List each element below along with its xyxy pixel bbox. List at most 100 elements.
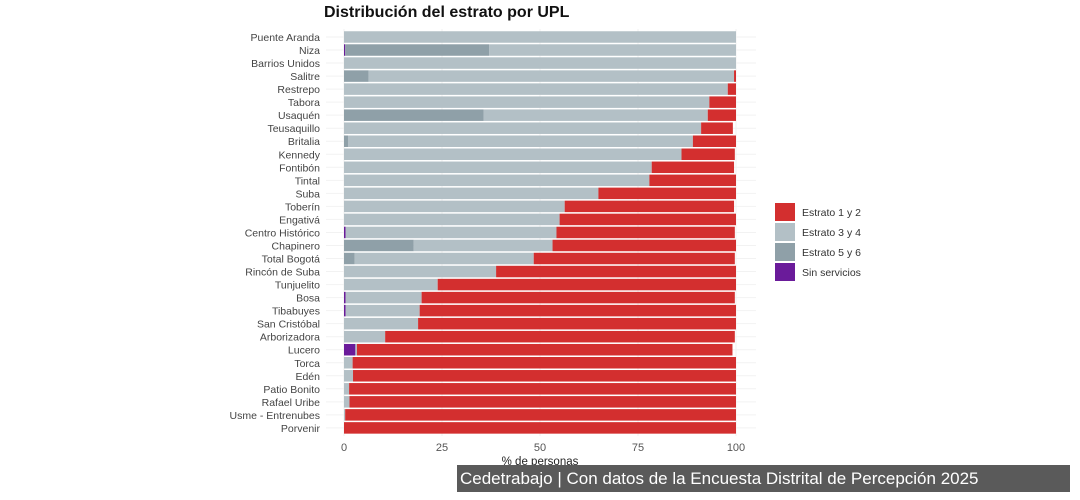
bar-segment-sin-servicios: [344, 291, 346, 304]
category-label: San Cristóbal: [257, 319, 320, 331]
bar-segment-estrato-3-y-4: [344, 161, 652, 174]
bar-segment-estrato-1-y-2: [651, 161, 735, 174]
legend-label: Estrato 1 y 2: [802, 207, 861, 219]
bar-segment-estrato-3-y-4: [345, 226, 557, 239]
category-label: Teusaquillo: [267, 123, 320, 135]
bar-segment-estrato-3-y-4: [344, 330, 386, 343]
legend-swatch: [775, 223, 795, 241]
bar-segment-sin-servicios: [344, 343, 356, 356]
category-label: Lucero: [288, 345, 320, 357]
bar-segment-estrato-3-y-4: [344, 213, 560, 226]
category-label: Rafael Uribe: [262, 397, 321, 409]
category-label: Usaquén: [278, 110, 320, 122]
bar-segment-estrato-3-y-4: [345, 291, 422, 304]
category-label: Fontibón: [279, 162, 320, 174]
bar-segment-estrato-3-y-4: [354, 252, 534, 265]
chart-title: Distribución del estrato por UPL: [324, 4, 570, 21]
category-label: Porvenir: [281, 423, 321, 435]
bar-segment-estrato-3-y-4: [344, 409, 346, 421]
bar-segment-estrato-1-y-2: [419, 304, 736, 317]
category-label: Usme - Entrenubes: [230, 410, 320, 422]
bar-segment-estrato-5-y-6: [345, 44, 490, 56]
category-label: Centro Histórico: [245, 227, 320, 239]
bar-segment-estrato-1-y-2: [385, 330, 735, 343]
legend-label: Estrato 3 y 4: [802, 227, 861, 239]
bar-segment-estrato-1-y-2: [681, 148, 735, 161]
category-label: Bosa: [296, 293, 320, 305]
bar-segment-estrato-1-y-2: [709, 96, 736, 108]
bar-segment-estrato-3-y-4: [344, 370, 354, 382]
bar-segment-estrato-1-y-2: [356, 343, 733, 356]
bar-segment-estrato-3-y-4: [368, 70, 735, 82]
bar-segment-sin-servicios: [344, 304, 346, 317]
category-label: Tabora: [288, 97, 320, 109]
x-tick-label: 100: [727, 442, 745, 454]
legend-label: Estrato 5 y 6: [802, 247, 861, 259]
bar-segment-estrato-1-y-2: [352, 357, 736, 369]
legend-swatch: [775, 243, 795, 261]
bar-segment-estrato-3-y-4: [345, 304, 420, 317]
category-label: Chapinero: [272, 240, 321, 252]
x-tick-label: 75: [632, 442, 644, 454]
bar-segment-estrato-3-y-4: [344, 83, 728, 95]
bar-segment-estrato-1-y-2: [692, 135, 736, 147]
bar-segment-estrato-1-y-2: [437, 278, 736, 291]
legend-swatch: [775, 263, 795, 281]
category-label: Britalia: [288, 136, 320, 148]
bar-segment-estrato-3-y-4: [344, 57, 736, 69]
bar-segment-estrato-1-y-2: [349, 396, 736, 408]
bar-segment-estrato-1-y-2: [559, 213, 736, 226]
category-label: Barrios Unidos: [251, 58, 320, 70]
bar-segment-estrato-5-y-6: [344, 70, 369, 82]
source-caption: Cedetrabajo | Con datos de la Encuesta D…: [457, 465, 1070, 492]
category-label: Rincón de Suba: [245, 267, 320, 279]
bar-segment-estrato-3-y-4: [344, 383, 350, 395]
bar-segment-estrato-3-y-4: [344, 357, 353, 369]
category-label: Tunjuelito: [275, 280, 320, 292]
category-label: Total Bogotá: [262, 254, 321, 266]
bar-segment-estrato-3-y-4: [344, 317, 419, 330]
bar-segment-estrato-1-y-2: [344, 422, 736, 434]
x-tick-label: 0: [341, 442, 347, 454]
bar-segment-estrato-3-y-4: [344, 396, 350, 408]
category-label: Restrepo: [277, 84, 320, 96]
bar-segment-estrato-3-y-4: [348, 135, 693, 147]
bar-segment-estrato-1-y-2: [345, 409, 736, 421]
bar-segment-estrato-1-y-2: [556, 226, 735, 239]
bar-segment-estrato-1-y-2: [421, 291, 735, 304]
x-tick-label: 25: [436, 442, 448, 454]
category-label: Toberín: [285, 201, 320, 213]
bar-segment-estrato-3-y-4: [344, 148, 682, 161]
category-label: Tibabuyes: [272, 306, 320, 318]
bar-segment-sin-servicios: [344, 44, 346, 56]
bar-segment-estrato-3-y-4: [344, 265, 497, 278]
bar-segment-estrato-1-y-2: [734, 70, 736, 82]
bar-segment-estrato-1-y-2: [727, 83, 736, 95]
bar-segment-estrato-1-y-2: [533, 252, 735, 265]
bar-segment-estrato-1-y-2: [353, 370, 736, 382]
bar-segment-estrato-1-y-2: [418, 317, 736, 330]
category-label: Salitre: [290, 71, 320, 83]
category-label: Edén: [295, 371, 320, 383]
bar-segment-estrato-3-y-4: [344, 187, 599, 200]
category-label: Patio Bonito: [263, 384, 320, 396]
category-label: Niza: [299, 45, 320, 57]
bar-segment-estrato-1-y-2: [701, 122, 733, 134]
bar-segment-sin-servicios: [344, 226, 346, 239]
bar-segment-estrato-5-y-6: [344, 252, 355, 265]
bar-segment-estrato-1-y-2: [349, 383, 736, 395]
bar-segment-estrato-1-y-2: [552, 239, 736, 252]
legend-label: Sin servicios: [802, 267, 861, 279]
category-label: Suba: [295, 188, 320, 200]
bar-segment-estrato-1-y-2: [564, 200, 735, 213]
bar-segment-estrato-3-y-4: [355, 343, 357, 356]
bar-segment-estrato-3-y-4: [344, 96, 710, 108]
x-tick-label: 50: [534, 442, 546, 454]
bar-segment-estrato-3-y-4: [344, 174, 650, 187]
category-label: Tintal: [295, 175, 320, 187]
bar-segment-estrato-1-y-2: [707, 109, 736, 121]
legend-swatch: [775, 203, 795, 221]
bar-segment-estrato-3-y-4: [483, 109, 708, 121]
category-label: Kennedy: [279, 149, 321, 161]
bar-segment-estrato-3-y-4: [344, 278, 438, 291]
